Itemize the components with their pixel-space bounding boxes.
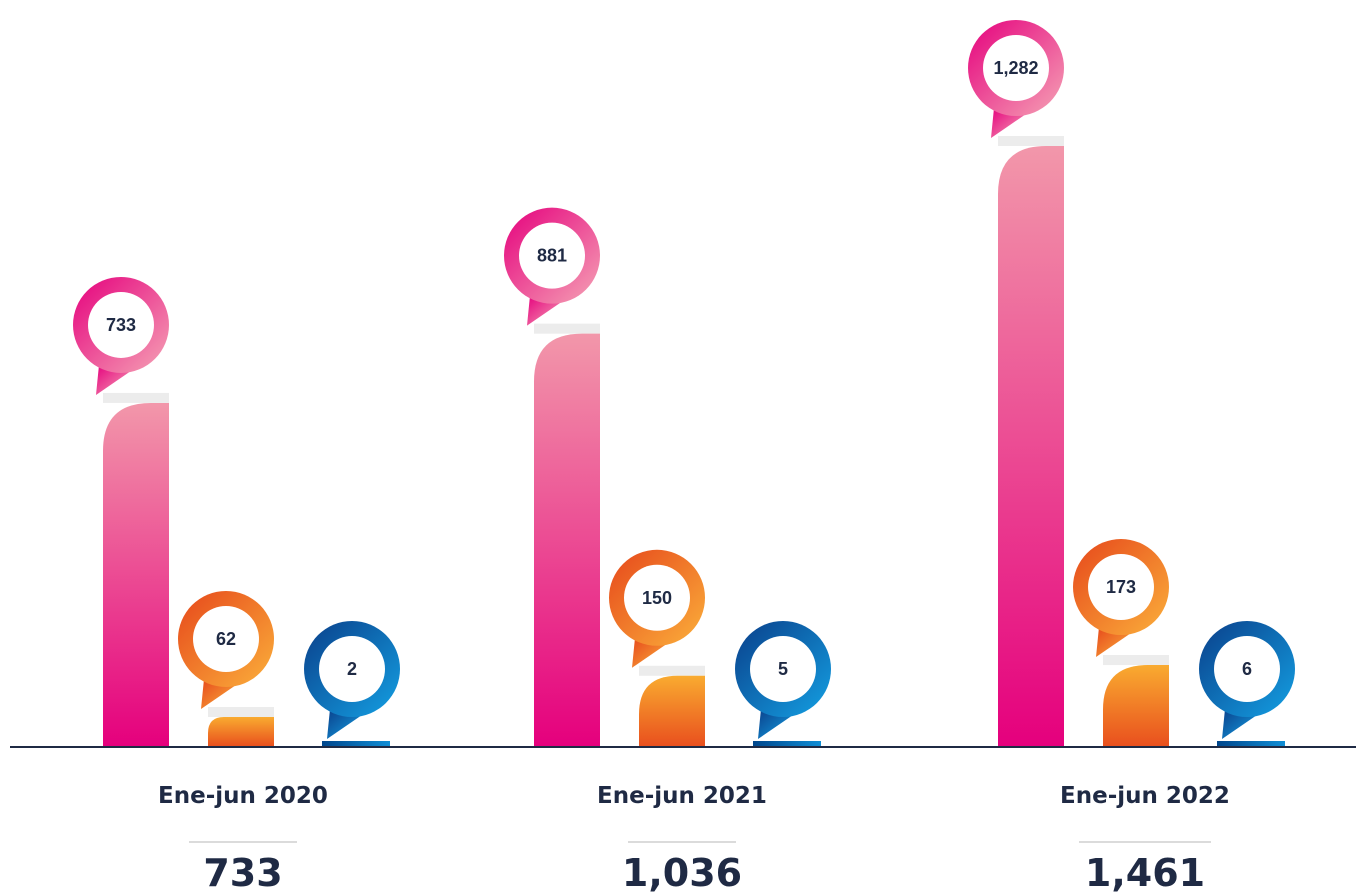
bar-pink-2022-shadow [998,136,1064,146]
pin-center [750,636,816,702]
category-label: Ene-jun 2020 [158,783,328,809]
pin-center [319,636,385,702]
bar-orange-2021-shadow [639,665,705,676]
bar-orange-2020-shadow [208,706,274,717]
value-label: 2 [347,659,357,679]
bar-orange-2021 [639,675,705,746]
bar-blue-2022 [1217,741,1285,746]
category-label: Ene-jun 2021 [597,783,767,809]
value-label: 62 [216,629,236,649]
pin-center [193,605,259,672]
pin-pink-2021: 881 [504,207,600,326]
bar-pink-2021-shadow [534,323,600,334]
pin-center [1088,554,1154,621]
bar-orange-2020 [208,716,274,746]
bar-pink-2022 [998,146,1064,746]
bar-blue-2020 [322,741,390,746]
pin-blue-2021: 5 [735,621,831,739]
value-label: 1,282 [993,58,1038,78]
total-label: 1,036 [622,851,742,894]
bar-orange-2022-shadow [1103,655,1169,666]
pin-center [88,291,154,358]
value-label: 5 [778,659,788,679]
value-label: 733 [106,315,136,335]
pin-blue-2020: 2 [304,621,400,739]
value-label: 173 [1106,577,1136,597]
bar-pink-2020-shadow [103,392,169,403]
value-label: 881 [537,246,567,266]
bar-orange-2022 [1103,665,1169,746]
total-label: 1,461 [1085,851,1205,894]
pin-center [983,35,1049,101]
pin-pink-2020: 733 [73,276,169,395]
category-label: Ene-jun 2022 [1060,783,1230,809]
pin-center [624,564,690,631]
pin-orange-2022: 173 [1073,539,1169,658]
pin-center [519,222,585,289]
pin-orange-2020: 62 [178,590,274,709]
value-label: 6 [1242,659,1252,679]
pin-center [1214,636,1280,702]
bar-blue-2021 [753,741,821,746]
bar-pink-2020 [103,402,169,746]
pin-pink-2022: 1,282 [968,20,1064,138]
total-label: 733 [203,851,282,894]
bar-pink-2021 [534,333,600,746]
value-label: 150 [642,588,672,608]
pin-orange-2021: 150 [609,549,705,668]
pin-blue-2022: 6 [1199,621,1295,739]
